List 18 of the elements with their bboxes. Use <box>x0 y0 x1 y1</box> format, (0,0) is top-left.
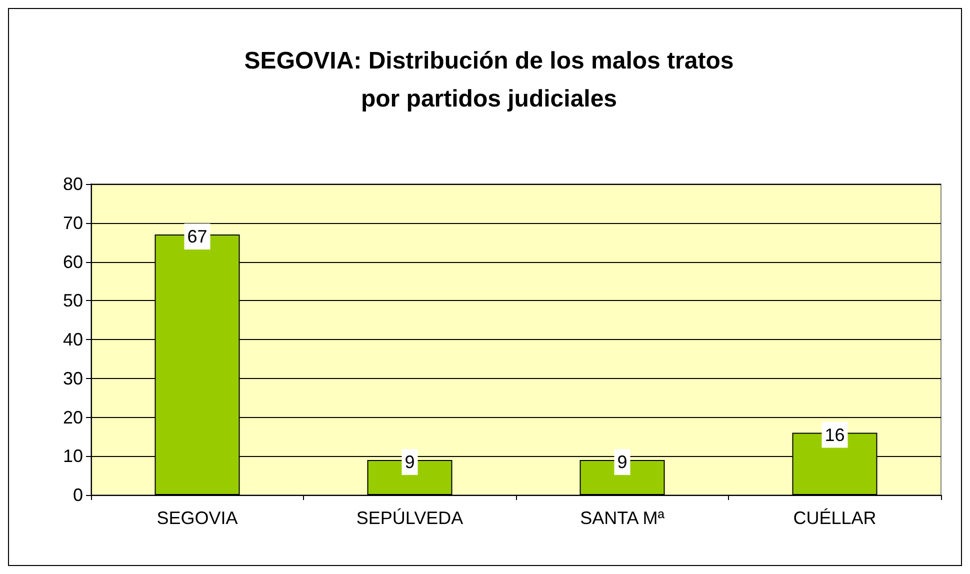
y-tick-label: 10 <box>62 446 83 466</box>
y-tick-label: 50 <box>62 290 83 311</box>
chart-title: SEGOVIA: Distribución de los malos tratos por partidos judiciales <box>244 48 734 112</box>
y-tick-label: 60 <box>62 252 83 272</box>
y-tick-label: 80 <box>62 174 83 194</box>
y-tick-label: 20 <box>62 407 83 428</box>
x-tick-label: SANTA Mª <box>580 508 665 528</box>
x-tick-label: SEPÚLVEDA <box>356 508 464 528</box>
data-label: 9 <box>404 452 415 472</box>
y-tick-label: 70 <box>62 212 83 233</box>
data-label: 9 <box>617 452 628 472</box>
y-tick-label: 0 <box>72 485 83 505</box>
x-tick-label: SEGOVIA <box>156 508 238 528</box>
data-label: 67 <box>187 226 208 247</box>
y-tick-label: 30 <box>62 368 83 388</box>
data-label: 16 <box>824 424 845 445</box>
x-tick-label: CUÉLLAR <box>793 508 876 528</box>
y-tick-label: 40 <box>62 330 83 350</box>
